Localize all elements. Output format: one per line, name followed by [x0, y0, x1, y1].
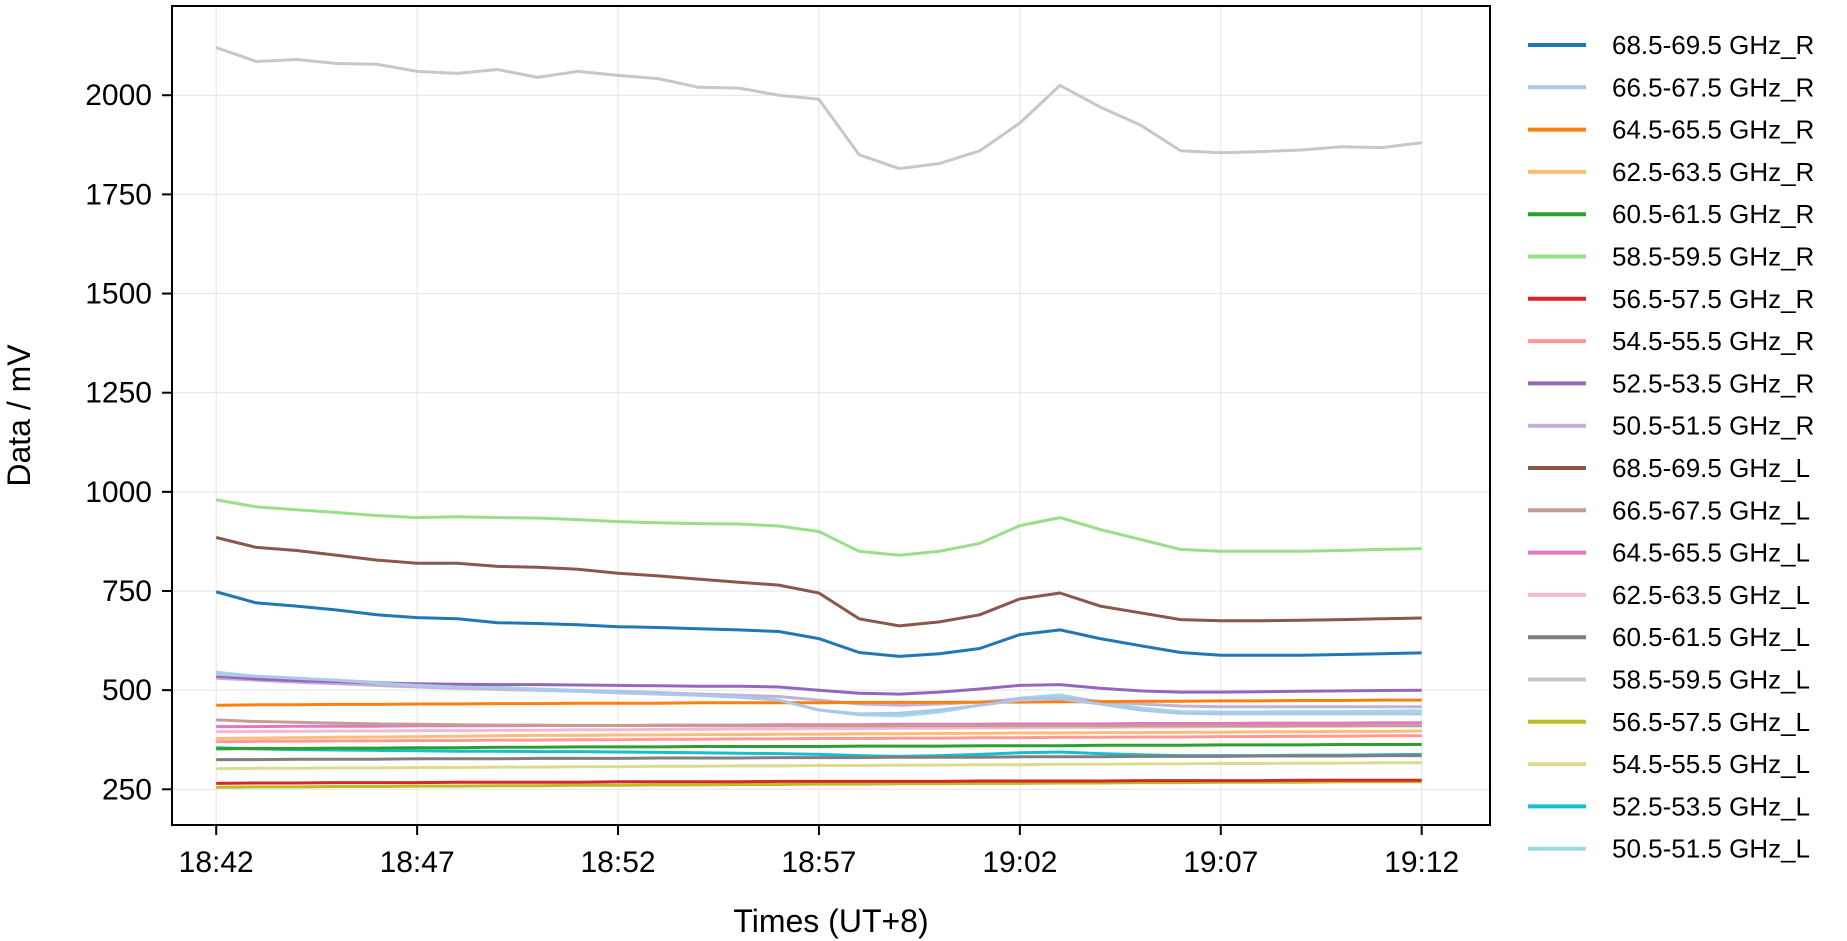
- axis-ticks: 18:42 18:47 18:52 18:57 19:02 19:07 19:12 250 50…: [85, 79, 1459, 879]
- legend: 68.5-69.5 GHz_R 66.5-67.5 GHz_R 64.5-65.5 …: [1528, 30, 1814, 864]
- legend-item: 52.5-53.5 GHz_L: [1528, 791, 1810, 821]
- legend-item: 54.5-55.5 GHz_L: [1528, 749, 1810, 779]
- legend-item: 56.5-57.5 GHz_R: [1528, 284, 1814, 314]
- legend-item: 50.5-51.5 GHz_L: [1528, 834, 1810, 864]
- legend-item: 62.5-63.5 GHz_R: [1528, 157, 1814, 187]
- series-line-60.5-61.5 GHz_R: [216, 743, 1422, 751]
- x-tick-label: 19:07: [1183, 846, 1258, 879]
- x-tick-label: 18:52: [580, 846, 655, 879]
- legend-label: 62.5-63.5 GHz_R: [1612, 157, 1814, 187]
- legend-label: 54.5-55.5 GHz_L: [1612, 749, 1810, 779]
- y-tick-label: 1000: [85, 476, 152, 509]
- legend-item: 56.5-57.5 GHz_L: [1528, 707, 1810, 737]
- y-axis-title: Data / mV: [1, 344, 37, 487]
- legend-item: 60.5-61.5 GHz_L: [1528, 622, 1810, 652]
- series-line-58.5-59.5 GHz_R: [215, 498, 1422, 557]
- legend-item: 50.5-51.5 GHz_R: [1528, 411, 1814, 441]
- legend-label: 58.5-59.5 GHz_L: [1612, 665, 1810, 695]
- y-tick-label: 750: [102, 575, 152, 608]
- legend-label: 50.5-51.5 GHz_L: [1612, 834, 1810, 864]
- legend-label: 52.5-53.5 GHz_R: [1612, 368, 1814, 398]
- legend-label: 50.5-51.5 GHz_R: [1612, 411, 1814, 441]
- legend-label: 56.5-57.5 GHz_L: [1612, 707, 1810, 737]
- series-lines: [215, 46, 1422, 789]
- legend-item: 64.5-65.5 GHz_R: [1528, 115, 1814, 145]
- legend-label: 60.5-61.5 GHz_L: [1612, 622, 1810, 652]
- legend-label: 64.5-65.5 GHz_L: [1612, 538, 1810, 568]
- legend-label: 52.5-53.5 GHz_L: [1612, 791, 1810, 821]
- legend-item: 62.5-63.5 GHz_L: [1528, 580, 1810, 610]
- x-tick-label: 18:47: [380, 846, 455, 879]
- series-line-56.5-57.5 GHz_R: [216, 778, 1422, 785]
- series-line-64.5-65.5 GHz_R: [216, 698, 1422, 707]
- legend-label: 62.5-63.5 GHz_L: [1612, 580, 1810, 610]
- x-tick-label: 19:02: [982, 846, 1057, 879]
- legend-label: 56.5-57.5 GHz_R: [1612, 284, 1814, 314]
- series-line-50.5-51.5 GHz_R: [216, 676, 1422, 709]
- legend-item: 64.5-65.5 GHz_L: [1528, 538, 1810, 568]
- y-tick-label: 1750: [85, 178, 152, 211]
- series-line-68.5-69.5 GHz_L: [215, 536, 1422, 628]
- legend-label: 60.5-61.5 GHz_R: [1612, 199, 1814, 229]
- y-tick-label: 2000: [85, 79, 152, 112]
- legend-label: 54.5-55.5 GHz_R: [1612, 326, 1814, 356]
- series-line-66.5-67.5 GHz_R: [216, 672, 1422, 716]
- y-tick-label: 1250: [85, 377, 152, 410]
- x-tick-label: 18:42: [179, 846, 254, 879]
- legend-item: 66.5-67.5 GHz_L: [1528, 495, 1810, 525]
- series-line-66.5-67.5 GHz_L: [216, 718, 1422, 728]
- legend-label: 66.5-67.5 GHz_R: [1612, 72, 1814, 102]
- x-axis-title: Times (UT+8): [733, 903, 928, 939]
- legend-item: 58.5-59.5 GHz_R: [1528, 242, 1814, 272]
- series-line-62.5-63.5 GHz_R: [216, 729, 1422, 740]
- series-line-52.5-53.5 GHz_R: [216, 674, 1422, 696]
- legend-item: 52.5-53.5 GHz_R: [1528, 368, 1814, 398]
- series-line-54.5-55.5 GHz_L: [216, 761, 1422, 771]
- plot-frame: [171, 5, 1491, 826]
- y-tick-label: 1500: [85, 278, 152, 311]
- series-line-68.5-69.5 GHz_R: [215, 590, 1422, 658]
- series-line-58.5-59.5 GHz_L: [215, 46, 1422, 171]
- series-line-60.5-61.5 GHz_L: [216, 754, 1422, 762]
- legend-label: 68.5-69.5 GHz_L: [1612, 453, 1810, 483]
- legend-item: 68.5-69.5 GHz_R: [1528, 30, 1814, 60]
- y-tick-label: 250: [102, 773, 152, 806]
- x-tick-label: 18:57: [781, 846, 856, 879]
- legend-item: 60.5-61.5 GHz_R: [1528, 199, 1814, 229]
- grid-lines: [172, 6, 1490, 825]
- legend-label: 58.5-59.5 GHz_R: [1612, 242, 1814, 272]
- series-line-56.5-57.5 GHz_L: [216, 780, 1422, 789]
- legend-label: 68.5-69.5 GHz_R: [1612, 30, 1814, 60]
- x-tick-label: 19:12: [1384, 846, 1459, 879]
- legend-item: 66.5-67.5 GHz_R: [1528, 72, 1814, 102]
- legend-item: 54.5-55.5 GHz_R: [1528, 326, 1814, 356]
- legend-label: 66.5-67.5 GHz_L: [1612, 495, 1810, 525]
- legend-item: 68.5-69.5 GHz_L: [1528, 453, 1810, 483]
- series-line-54.5-55.5 GHz_R: [216, 734, 1422, 744]
- y-tick-label: 500: [102, 674, 152, 707]
- legend-label: 64.5-65.5 GHz_R: [1612, 115, 1814, 145]
- legend-item: 58.5-59.5 GHz_L: [1528, 665, 1810, 695]
